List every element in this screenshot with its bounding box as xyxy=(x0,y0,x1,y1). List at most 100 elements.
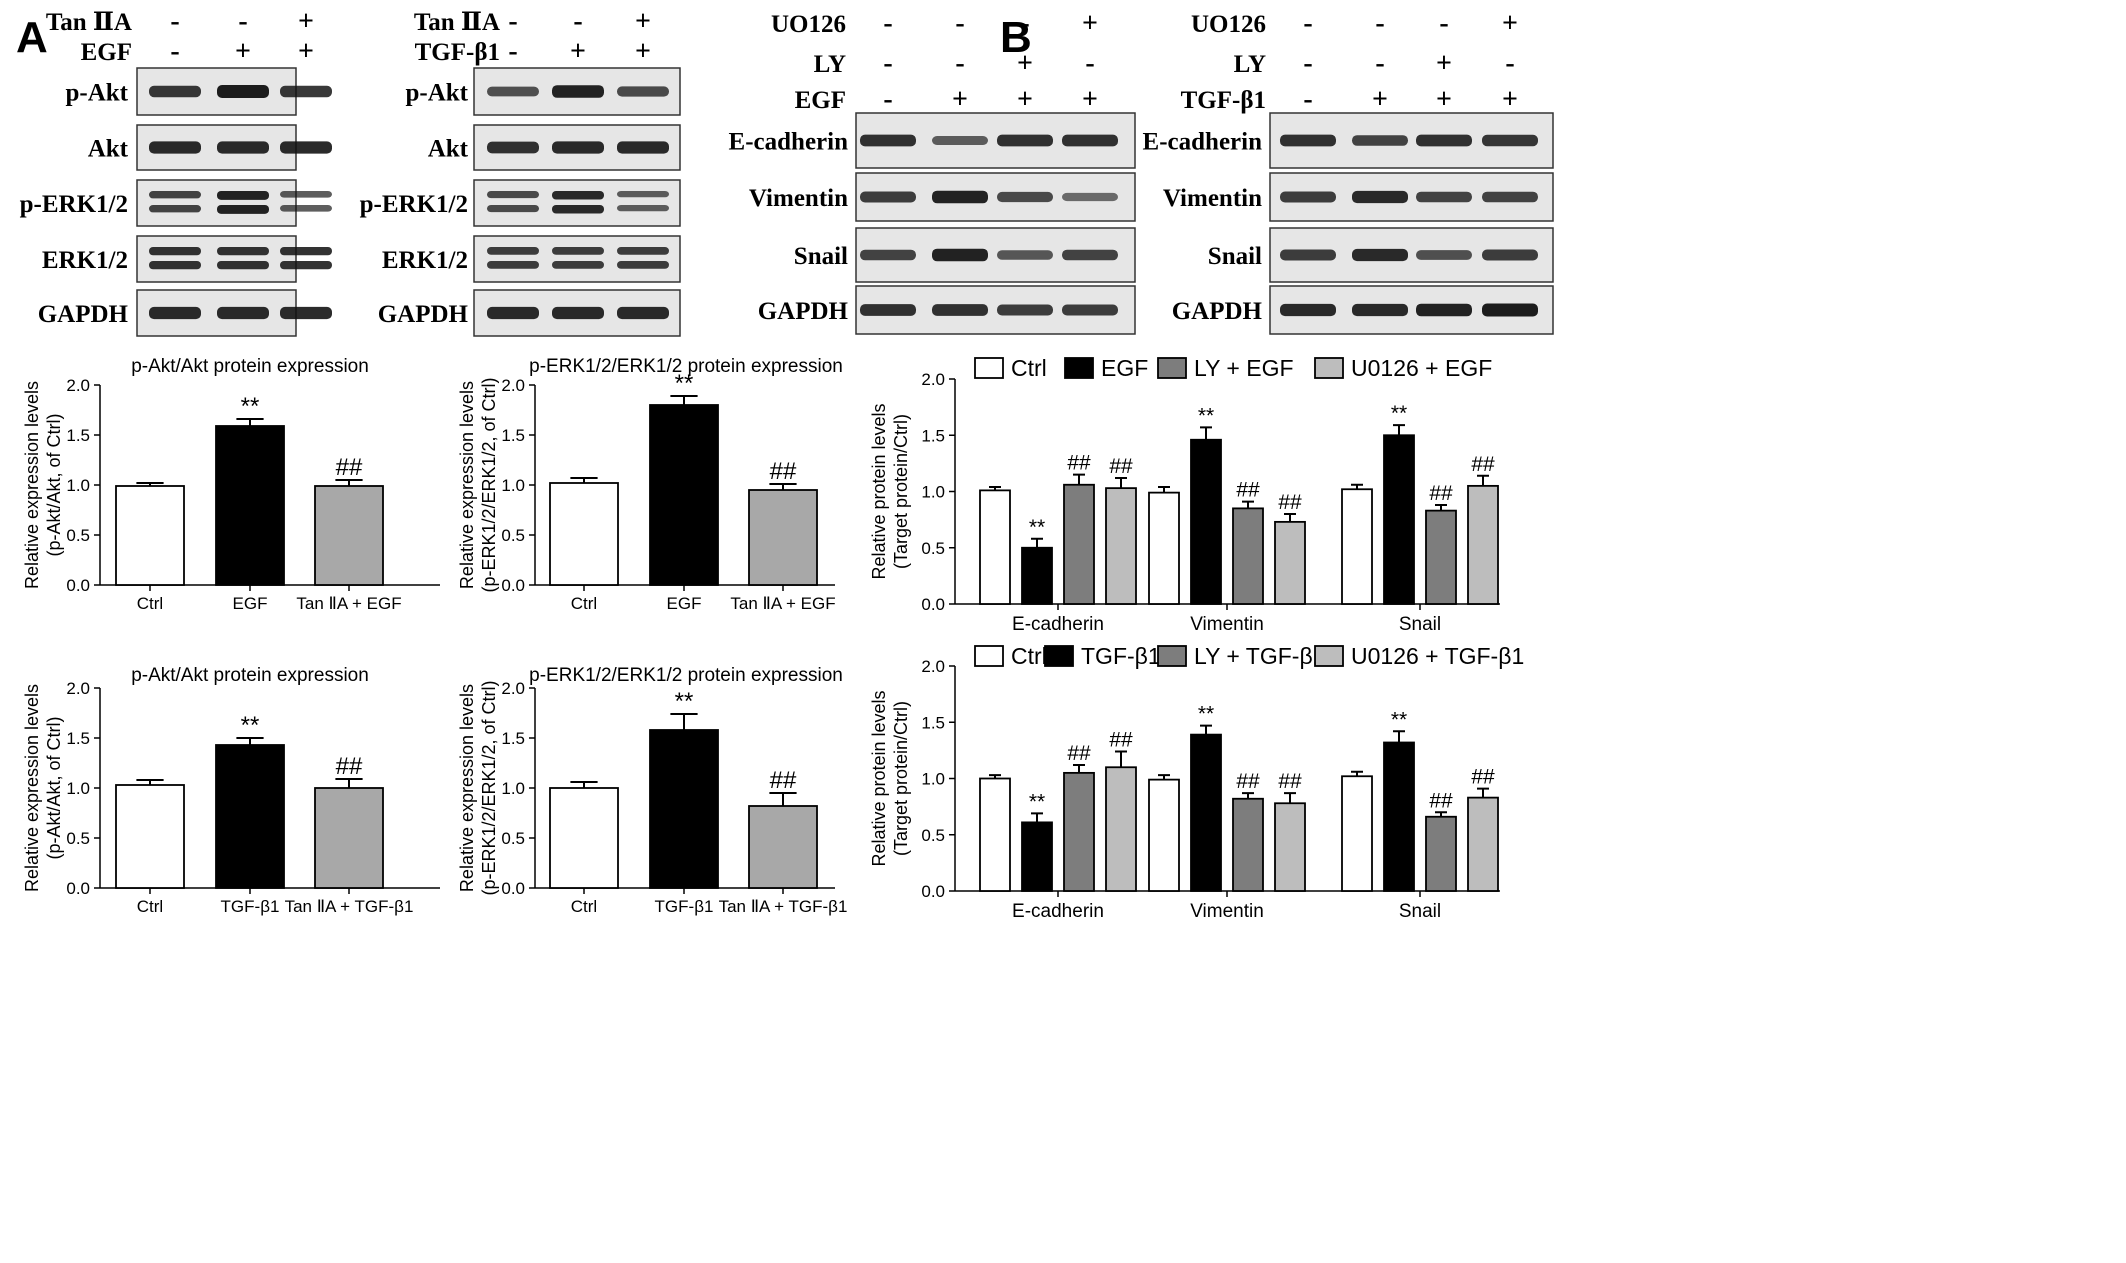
significance-marker: ** xyxy=(1029,790,1045,813)
blot-band xyxy=(617,86,669,97)
bar xyxy=(1425,815,1457,892)
bar xyxy=(115,485,185,586)
significance-marker: ** xyxy=(1391,402,1407,425)
blot-band xyxy=(552,306,604,320)
legend-swatch xyxy=(974,645,1004,667)
y-axis-label: (p-Akt/Akt, of Ctrl) xyxy=(44,716,64,859)
bar xyxy=(1063,771,1095,892)
y-tick-label: 0.0 xyxy=(66,879,90,898)
treatment-sign: - xyxy=(170,6,179,37)
treatment-sign: - xyxy=(883,8,892,39)
treatment-label-tan-a: Tan ⅡA xyxy=(414,9,500,36)
blot-band xyxy=(552,141,604,154)
blot-band xyxy=(1352,135,1408,146)
blot-band xyxy=(932,304,988,316)
legend-swatch xyxy=(1064,357,1094,379)
treatment-label-egf: EGF xyxy=(81,39,132,66)
x-tick-label: Tan ⅡA + EGF xyxy=(296,594,401,613)
blot-band xyxy=(217,247,269,256)
legend-swatch xyxy=(1157,645,1187,667)
x-tick-label: Tan ⅡA + TGF-β1 xyxy=(719,897,848,916)
bar xyxy=(549,482,619,586)
treatment-sign: - xyxy=(508,36,517,67)
x-tick-label: TGF-β1 xyxy=(655,897,714,916)
y-tick-label: 1.0 xyxy=(66,779,90,798)
blot-band xyxy=(997,191,1053,203)
bar xyxy=(1021,821,1053,892)
y-tick-label: 0.0 xyxy=(501,879,525,898)
x-tick-label: EGF xyxy=(233,594,268,613)
blot-band xyxy=(487,141,539,154)
treatment-label-ly: LY xyxy=(1234,51,1266,78)
y-tick-label: 2.0 xyxy=(921,370,945,389)
blot-band xyxy=(217,261,269,270)
blot-band xyxy=(217,306,269,320)
significance-marker: ** xyxy=(675,688,694,715)
treatment-sign: - xyxy=(508,6,517,37)
blot-band xyxy=(217,205,269,214)
blot-band xyxy=(617,261,669,269)
bar xyxy=(215,425,285,586)
blot-band xyxy=(1280,303,1336,317)
blot-band xyxy=(1416,250,1472,260)
x-tick-label: Tan ⅡA + TGF-β1 xyxy=(285,897,414,916)
treatment-label-tgf-1: TGF-β1 xyxy=(1181,87,1266,114)
bar xyxy=(115,784,185,889)
blot-band xyxy=(860,191,916,203)
significance-marker: ## xyxy=(336,454,363,481)
y-axis-label: (p-ERK1/2/ERK1/2, of Ctrl) xyxy=(479,377,499,592)
treatment-sign: - xyxy=(238,6,247,37)
blot-band xyxy=(1482,303,1538,317)
blot-band xyxy=(1062,249,1118,261)
bar xyxy=(1190,438,1222,605)
blot-band xyxy=(1416,134,1472,147)
x-tick-label: Ctrl xyxy=(137,594,163,613)
bar xyxy=(1105,487,1137,605)
y-axis-label: Relative expression levels xyxy=(457,684,477,892)
legend-swatch xyxy=(1157,357,1187,379)
blot-band xyxy=(1062,192,1118,202)
bar-chart-pakt-egf: 0.0 0.5 1.0 1.5 2.0 Relative expression level… xyxy=(22,356,440,613)
bar xyxy=(1148,491,1180,605)
bar xyxy=(1148,778,1180,892)
y-axis-label: (Target protein/Ctrl) xyxy=(891,414,911,569)
treatment-sign: + xyxy=(298,6,314,37)
blot-band xyxy=(1416,191,1472,203)
chart-title: p-ERK1/2/ERK1/2 protein expression xyxy=(529,665,843,686)
grouped-bar-chart-tgf: 0.0 0.5 1.0 1.5 2.0 Relative protein levels (T… xyxy=(869,643,1524,922)
y-tick-label: 1.0 xyxy=(66,476,90,495)
x-tick-label: Vimentin xyxy=(1190,614,1264,635)
blot-band xyxy=(280,85,332,98)
x-tick-label: Vimentin xyxy=(1190,901,1264,922)
treatment-sign: - xyxy=(1085,48,1094,79)
bar-chart-perk-egf: 0.0 0.5 1.0 1.5 2.0 Relative expression level… xyxy=(457,356,843,613)
y-tick-label: 1.5 xyxy=(501,426,525,445)
bar xyxy=(1063,483,1095,605)
panel-label-b: B xyxy=(1000,13,1032,62)
blot-strip-p-erk1-2 xyxy=(473,179,681,227)
blot-band xyxy=(149,141,201,154)
blot-label-gapdh: GAPDH xyxy=(378,301,469,328)
blot-label-p-erk1-2: p-ERK1/2 xyxy=(20,191,128,218)
significance-marker: ## xyxy=(1471,766,1495,789)
bar xyxy=(748,489,818,586)
treatment-sign: + xyxy=(298,36,314,67)
treatment-sign: - xyxy=(1375,8,1384,39)
x-tick-label: Tan ⅡA + EGF xyxy=(730,594,835,613)
y-axis-label: Relative protein levels xyxy=(869,690,889,866)
treatment-sign: - xyxy=(1020,8,1029,39)
blot-label-gapdh: GAPDH xyxy=(38,301,129,328)
bar xyxy=(1383,741,1415,892)
legend-swatch xyxy=(974,357,1004,379)
blot-band xyxy=(487,306,539,320)
treatment-sign: - xyxy=(1375,48,1384,79)
treatment-sign: + xyxy=(1502,8,1518,39)
blot-band xyxy=(1062,134,1118,147)
blot-band xyxy=(1280,249,1336,261)
treatment-sign: + xyxy=(1372,84,1388,115)
blot-band xyxy=(149,205,201,213)
treatment-sign: - xyxy=(170,36,179,67)
treatment-sign: + xyxy=(1017,84,1033,115)
bar xyxy=(1467,796,1499,892)
